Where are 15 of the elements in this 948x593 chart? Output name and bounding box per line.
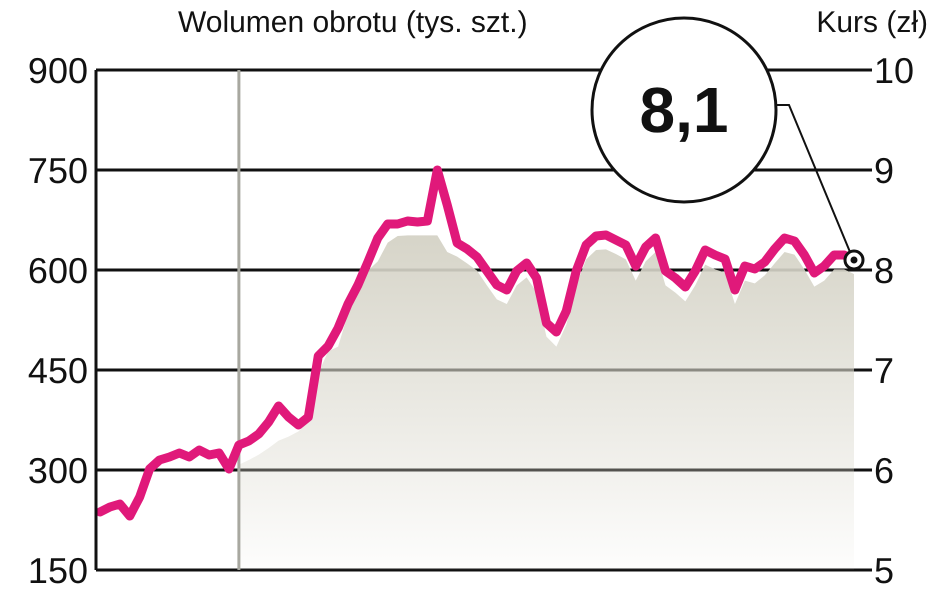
y-tick-label: 600 xyxy=(28,250,88,291)
y-tick-label: 150 xyxy=(28,550,88,591)
y-tick-label: 450 xyxy=(28,350,88,391)
y-tick-label: 750 xyxy=(28,150,88,191)
annotation: 8,1 xyxy=(640,74,728,146)
y2-tick-label: 10 xyxy=(874,50,914,91)
y2-tick-label: 9 xyxy=(874,150,894,191)
y-tick-label: 900 xyxy=(28,50,88,91)
y-tick-label: 300 xyxy=(28,450,88,491)
y2-tick-label: 5 xyxy=(874,550,894,591)
y2-tick-label: 6 xyxy=(874,450,894,491)
y2-tick-label: 8 xyxy=(874,250,894,291)
y2-axis-title: Kurs (zł) xyxy=(816,6,928,40)
y2-tick-label: 7 xyxy=(874,350,894,391)
y-axis-title: Wolumen obrotu (tys. szt.) xyxy=(178,6,528,40)
